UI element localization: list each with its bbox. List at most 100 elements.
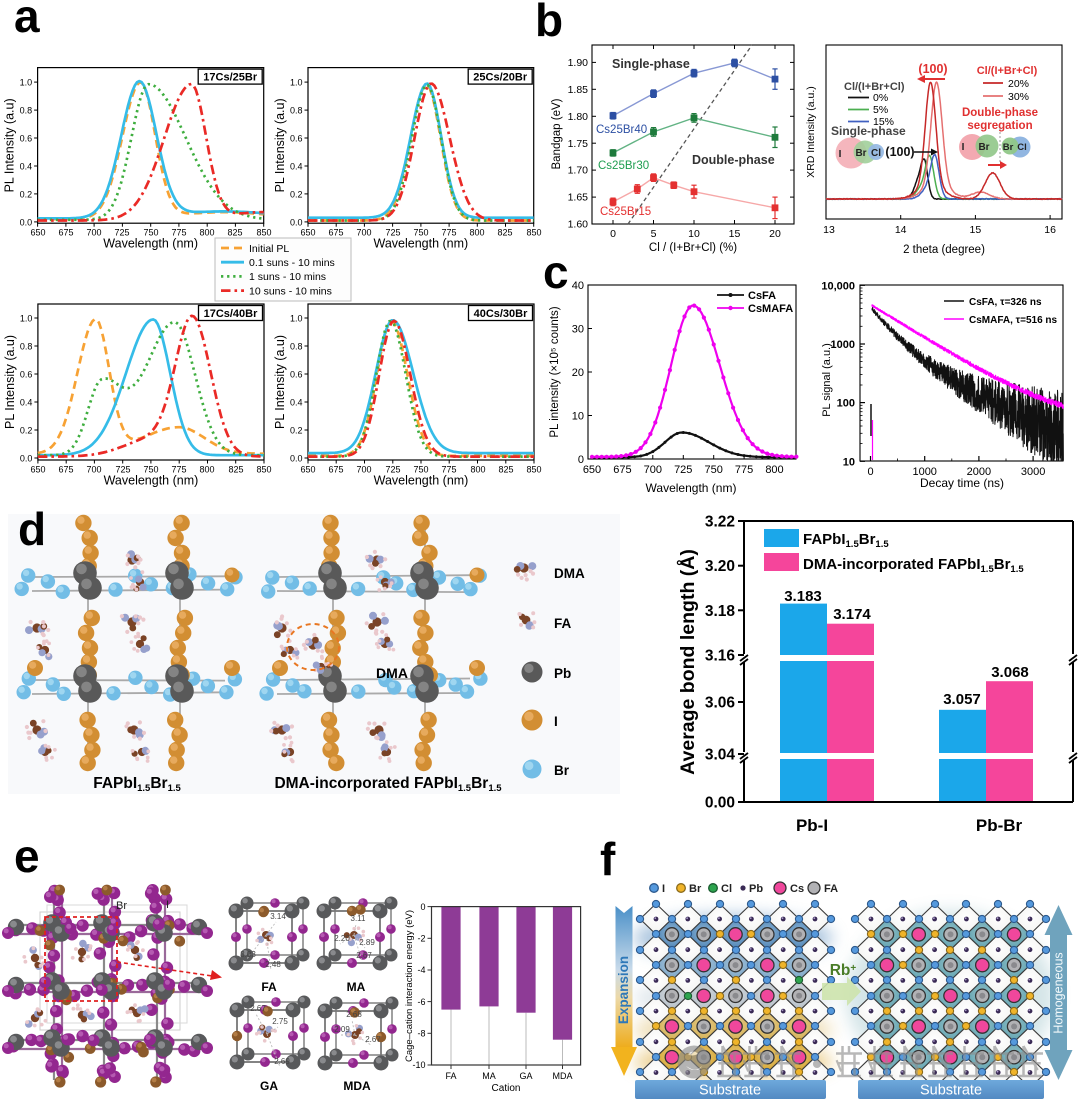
svg-text:Br: Br	[116, 900, 127, 912]
svg-text:700: 700	[86, 465, 101, 475]
svg-text:750: 750	[413, 465, 428, 475]
svg-text:20: 20	[769, 228, 781, 240]
svg-text:675: 675	[328, 465, 343, 475]
svg-text:15%: 15%	[873, 116, 894, 128]
svg-text:25Cs/20Br: 25Cs/20Br	[473, 72, 528, 84]
svg-text:Cation: Cation	[492, 1083, 521, 1094]
svg-text:Double-phase: Double-phase	[692, 153, 775, 167]
svg-text:3.04: 3.04	[705, 747, 736, 764]
svg-text:0.0: 0.0	[290, 217, 303, 227]
svg-text:e: e	[14, 830, 40, 882]
svg-text:3000: 3000	[1021, 466, 1045, 478]
svg-text:2000: 2000	[967, 466, 991, 478]
svg-text:Rb+: Rb+	[830, 962, 857, 979]
svg-text:PL signal (a.u.): PL signal (a.u.)	[821, 343, 833, 417]
svg-text:0: 0	[867, 466, 873, 478]
svg-text:3.183: 3.183	[784, 588, 822, 605]
svg-text:100: 100	[837, 398, 855, 410]
svg-text:Bandgap (eV): Bandgap (eV)	[551, 98, 563, 169]
svg-text:FAPbI1.5Br1.5: FAPbI1.5Br1.5	[93, 775, 181, 794]
svg-text:675: 675	[613, 464, 631, 476]
svg-text:725: 725	[115, 465, 130, 475]
svg-text:Cs25Br40: Cs25Br40	[596, 124, 647, 136]
svg-text:10: 10	[688, 228, 700, 240]
svg-text:775: 775	[735, 464, 753, 476]
svg-text:16: 16	[1044, 224, 1056, 236]
svg-text:CsMAFA: CsMAFA	[748, 303, 793, 315]
svg-text:c: c	[543, 246, 569, 298]
svg-text:40: 40	[572, 280, 584, 292]
svg-text:0: 0	[578, 454, 584, 466]
svg-text:850: 850	[256, 465, 271, 475]
svg-text:2.69: 2.69	[274, 1057, 290, 1066]
svg-text:5: 5	[651, 228, 657, 240]
svg-text:Cl: Cl	[1017, 142, 1027, 153]
svg-text:CsFA: CsFA	[748, 290, 776, 302]
svg-text:3.03: 3.03	[240, 950, 256, 959]
svg-text:-2: -2	[417, 933, 425, 943]
svg-text:850: 850	[526, 465, 541, 475]
svg-text:800: 800	[470, 465, 485, 475]
svg-text:Cl / (I+Br+Cl) (%): Cl / (I+Br+Cl) (%)	[649, 242, 737, 254]
svg-text:700: 700	[356, 465, 371, 475]
svg-text:750: 750	[143, 228, 158, 238]
svg-text:725: 725	[385, 465, 400, 475]
svg-text:Cage–cation interaction energy: Cage–cation interaction energy (eV)	[404, 910, 415, 1062]
svg-text:850: 850	[526, 228, 541, 238]
svg-text:2.67: 2.67	[365, 1035, 381, 1044]
svg-text:Br: Br	[689, 883, 702, 895]
svg-text:0.00: 0.00	[705, 795, 735, 812]
svg-text:2.09: 2.09	[334, 1025, 350, 1034]
svg-text:825: 825	[228, 465, 243, 475]
svg-text:Wavelength (nm): Wavelength (nm)	[104, 474, 199, 488]
svg-text:Br: Br	[978, 142, 989, 153]
svg-text:Substrate: Substrate	[699, 1083, 761, 1099]
svg-text:3.174: 3.174	[833, 606, 871, 623]
svg-text:Pb-I: Pb-I	[796, 816, 828, 835]
svg-text:825: 825	[497, 228, 512, 238]
svg-text:15: 15	[729, 228, 741, 240]
svg-text:0.8: 0.8	[20, 105, 33, 115]
svg-text:0.2: 0.2	[20, 189, 33, 199]
svg-text:30%: 30%	[1008, 91, 1029, 103]
svg-text:0: 0	[610, 228, 616, 240]
svg-text:3.057: 3.057	[943, 691, 981, 708]
svg-text:3.068: 3.068	[991, 664, 1029, 681]
svg-text:650: 650	[30, 228, 45, 238]
svg-text:825: 825	[498, 465, 513, 475]
svg-text:750: 750	[413, 228, 428, 238]
svg-text:-8: -8	[417, 1029, 425, 1039]
svg-text:650: 650	[300, 465, 315, 475]
svg-text:675: 675	[58, 228, 73, 238]
svg-text:a: a	[14, 0, 40, 42]
svg-text:FA: FA	[824, 883, 838, 895]
svg-text:10 suns - 10 mins: 10 suns - 10 mins	[249, 285, 332, 297]
svg-text:0.6: 0.6	[20, 369, 33, 379]
svg-text:0.0: 0.0	[20, 453, 33, 463]
svg-text:d: d	[18, 503, 46, 555]
svg-text:Wavelength (nm): Wavelength (nm)	[373, 237, 468, 251]
svg-text:775: 775	[441, 228, 456, 238]
svg-text:DMA: DMA	[376, 665, 408, 681]
svg-text:CsFA, τ=326 ns: CsFA, τ=326 ns	[969, 297, 1042, 308]
svg-text:PL intensity (×10⁵ counts): PL intensity (×10⁵ counts)	[549, 306, 561, 437]
svg-text:(100): (100)	[885, 145, 914, 159]
svg-text:Cl: Cl	[721, 883, 732, 895]
svg-text:15: 15	[970, 224, 982, 236]
svg-text:FA: FA	[554, 616, 572, 631]
svg-text:DMA-incorporated FAPbI1.5Br1.5: DMA-incorporated FAPbI1.5Br1.5	[274, 775, 502, 794]
svg-text:segregation: segregation	[967, 120, 1032, 132]
svg-text:0.0: 0.0	[290, 453, 303, 463]
svg-text:PL Intensity (a.u): PL Intensity (a.u)	[3, 98, 17, 192]
svg-text:I: I	[662, 883, 665, 895]
svg-text:0.4: 0.4	[20, 397, 33, 407]
svg-text:Pb-Br: Pb-Br	[976, 816, 1023, 835]
svg-text:775: 775	[441, 465, 456, 475]
svg-text:GA: GA	[519, 1071, 532, 1081]
svg-text:700: 700	[644, 464, 662, 476]
svg-text:3.20: 3.20	[705, 558, 735, 575]
svg-text:PL Intensity (a.u): PL Intensity (a.u)	[3, 335, 17, 429]
svg-text:0.2: 0.2	[290, 425, 303, 435]
svg-text:MDA: MDA	[553, 1071, 573, 1081]
svg-text:650: 650	[583, 464, 601, 476]
